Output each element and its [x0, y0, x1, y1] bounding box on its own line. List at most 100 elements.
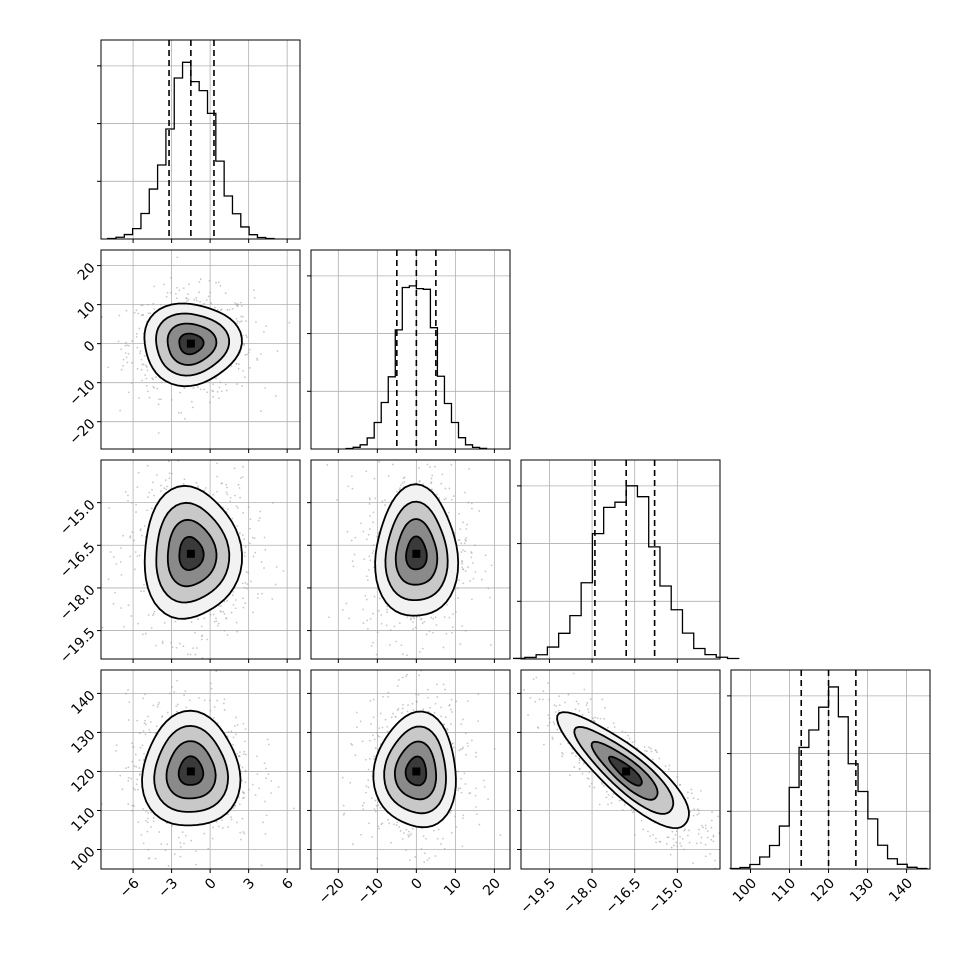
scatter-panel-1-3: −20 −10 0 10 20	[307, 669, 511, 908]
sample-point	[260, 353, 262, 355]
sample-point	[477, 720, 480, 723]
sample-point	[107, 366, 110, 369]
sample-point	[644, 749, 647, 752]
sample-point	[265, 814, 268, 817]
sample-point	[238, 532, 241, 535]
sample-point	[696, 808, 699, 811]
sample-point	[369, 498, 371, 501]
sample-point	[238, 796, 240, 799]
sample-point	[372, 549, 375, 552]
sample-point	[362, 608, 364, 611]
sample-point	[633, 833, 636, 836]
sample-point	[256, 773, 259, 775]
sample-point	[720, 858, 722, 860]
sample-point	[392, 712, 394, 715]
sample-point	[101, 316, 103, 318]
sample-point	[429, 706, 431, 709]
sample-point	[431, 488, 433, 491]
sample-point	[681, 837, 684, 840]
sample-point	[146, 496, 149, 499]
sample-point	[171, 824, 174, 827]
sample-point	[446, 603, 448, 606]
sample-point	[409, 859, 411, 861]
sample-point	[194, 653, 197, 656]
sample-point	[686, 791, 689, 794]
sample-point	[119, 561, 122, 563]
sample-point	[131, 340, 133, 342]
sample-point	[475, 755, 478, 758]
sample-point	[239, 301, 242, 304]
sample-point	[406, 710, 409, 713]
sample-point	[425, 837, 427, 840]
sample-point	[348, 617, 351, 620]
sample-point	[158, 701, 161, 704]
sample-point	[282, 570, 285, 572]
sample-point	[179, 642, 181, 645]
sample-point	[137, 821, 140, 824]
sample-point	[447, 511, 450, 514]
sample-point	[714, 859, 716, 862]
sample-point	[414, 626, 417, 629]
sample-point	[179, 841, 182, 844]
sample-point	[371, 552, 374, 555]
sample-point	[351, 487, 354, 490]
sample-point	[460, 723, 463, 726]
sample-point	[147, 812, 149, 814]
sample-point	[548, 721, 551, 724]
sample-point	[623, 804, 626, 806]
sample-point	[692, 814, 695, 817]
sample-point	[141, 363, 144, 366]
samples	[523, 670, 722, 869]
sample-point	[219, 309, 222, 312]
sample-point	[448, 487, 451, 490]
sample-point	[474, 794, 477, 797]
sample-point	[153, 494, 155, 497]
sample-point	[581, 772, 584, 775]
sample-point	[241, 766, 244, 769]
sample-point	[144, 693, 147, 696]
sample-point	[145, 366, 148, 368]
sample-point	[365, 785, 368, 787]
sample-point	[197, 386, 199, 389]
y-tick-label: −18.0	[57, 582, 99, 624]
sample-point	[132, 787, 135, 790]
sample-point	[236, 752, 238, 755]
sample-point	[421, 647, 424, 650]
sample-point	[120, 607, 122, 609]
histogram-panel-0	[97, 39, 301, 243]
sample-point	[376, 535, 379, 538]
sample-point	[217, 281, 220, 284]
sample-point	[350, 539, 353, 542]
contour-line	[607, 755, 643, 787]
sample-point	[242, 465, 244, 468]
sample-point	[251, 536, 254, 539]
sample-point	[692, 797, 695, 800]
sample-point	[592, 717, 595, 720]
sample-point	[372, 521, 375, 524]
sample-point	[241, 779, 243, 782]
sample-point	[672, 838, 675, 840]
sample-point	[367, 568, 370, 571]
sample-point	[189, 699, 191, 702]
sample-point	[386, 730, 389, 733]
sample-point	[244, 353, 247, 356]
sample-point	[712, 840, 715, 843]
sample-point	[368, 503, 371, 505]
sample-point	[190, 400, 193, 403]
sample-point	[169, 692, 171, 695]
sample-point	[458, 512, 460, 515]
x-tick-label: 120	[808, 875, 838, 905]
sample-point	[142, 842, 145, 845]
sample-point	[252, 555, 255, 558]
sample-point	[244, 728, 247, 730]
sample-point	[356, 869, 358, 871]
sample-point	[440, 715, 443, 718]
sample-point	[267, 743, 270, 746]
sample-point	[693, 808, 696, 811]
sample-point	[484, 554, 487, 557]
sample-point	[430, 477, 433, 480]
sample-point	[133, 539, 136, 542]
sample-point	[464, 732, 467, 735]
sample-point	[120, 368, 123, 371]
sample-point	[400, 644, 403, 647]
